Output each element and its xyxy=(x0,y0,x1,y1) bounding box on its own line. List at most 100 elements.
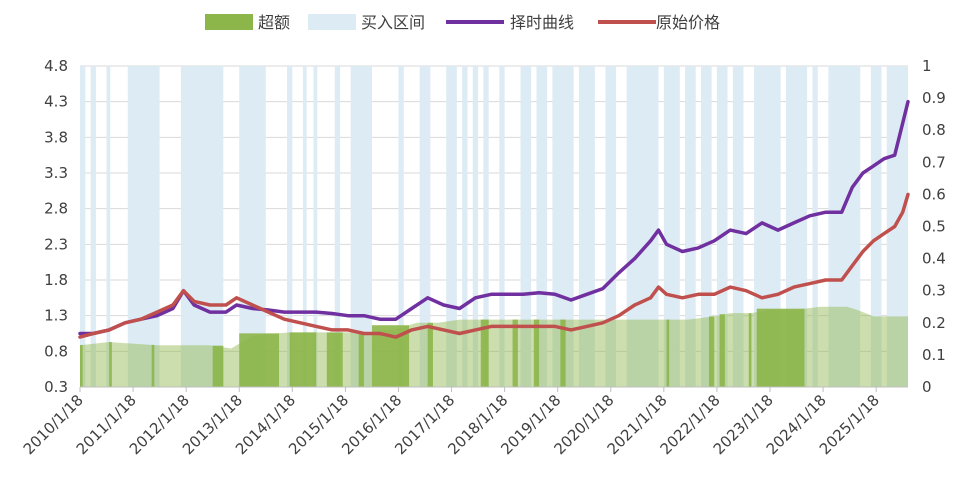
legend-label-0: 超额 xyxy=(258,13,290,32)
series-0-point-34 xyxy=(601,287,605,290)
series-0-point-56 xyxy=(901,121,905,125)
buy-zone-19 xyxy=(536,66,548,387)
buy-zone-28 xyxy=(732,66,744,387)
series-0-point-29 xyxy=(521,292,525,296)
series-1-point-40 xyxy=(681,296,684,300)
series-0-point-55 xyxy=(893,153,897,157)
series-0-point-49 xyxy=(824,210,828,214)
buy-zone-23 xyxy=(626,66,659,387)
y-right-tick-label: 0.5 xyxy=(922,218,946,236)
series-1-point-8 xyxy=(192,300,196,303)
buy-zone-15 xyxy=(472,66,479,387)
series-lines xyxy=(78,99,910,339)
series-0-point-54 xyxy=(882,157,886,161)
series-0-point-44 xyxy=(744,232,748,236)
excess-highlight-10 xyxy=(480,319,489,387)
excess-area-fill xyxy=(80,306,908,387)
series-1-point-22 xyxy=(410,328,414,332)
excess-highlight-12 xyxy=(533,319,540,387)
series-1-point-17 xyxy=(330,328,334,332)
series-1-point-42 xyxy=(712,292,716,296)
series-1-point-46 xyxy=(776,292,780,296)
series-1-point-37 xyxy=(649,296,652,300)
series-1-point-10 xyxy=(224,303,228,307)
series-0-point-24 xyxy=(442,303,445,307)
series-1-point-54 xyxy=(882,232,886,236)
series-0-point-26 xyxy=(474,296,477,300)
buy-zone-3 xyxy=(127,66,160,387)
series-0-point-50 xyxy=(840,210,844,214)
series-1-point-55 xyxy=(893,225,897,228)
series-1-point-24 xyxy=(442,328,445,332)
excess-highlight-17 xyxy=(748,313,752,387)
y-right-tick-label: 0.2 xyxy=(922,314,946,332)
y-left-tick-label: 1.3 xyxy=(44,307,68,325)
series-0-point-53 xyxy=(872,164,875,168)
series-1-point-0 xyxy=(78,335,82,339)
buy-zone-2 xyxy=(106,66,111,387)
series-line-0 xyxy=(78,99,910,336)
series-0-point-57 xyxy=(906,100,910,104)
buy-zone-4 xyxy=(180,66,224,387)
series-1-point-14 xyxy=(282,317,286,321)
series-0-point-8 xyxy=(192,303,196,307)
series-1-point-56 xyxy=(901,210,905,214)
legend-label-1: 买入区间 xyxy=(361,13,425,32)
series-0-point-9 xyxy=(208,310,212,314)
y-right-tick-label: 1 xyxy=(922,57,932,75)
excess-highlight-1 xyxy=(109,342,112,387)
buy-zone-9 xyxy=(334,66,341,387)
series-0-point-25 xyxy=(458,307,461,310)
y-left-tick-label: 3.8 xyxy=(44,128,68,146)
series-0-point-20 xyxy=(378,317,382,321)
excess-highlight-11 xyxy=(512,319,518,387)
y-left-tick-label: 3.3 xyxy=(44,164,68,182)
series-1-point-6 xyxy=(171,303,175,307)
series-1-point-43 xyxy=(728,285,732,289)
series-0-point-12 xyxy=(251,307,254,310)
series-1-point-2 xyxy=(107,328,111,332)
y-right-tick-label: 0.4 xyxy=(922,250,946,268)
series-0-point-31 xyxy=(553,292,557,296)
series-1-point-25 xyxy=(458,332,461,335)
series-0-point-16 xyxy=(314,310,318,314)
series-1-point-33 xyxy=(585,325,589,328)
series-0-point-19 xyxy=(362,314,366,318)
series-0-point-45 xyxy=(760,221,764,225)
y-left-tick-label: 2.8 xyxy=(44,200,68,218)
buy-zone-27 xyxy=(716,66,728,387)
buy-zone-31 xyxy=(812,66,818,387)
buy-zone-8 xyxy=(313,66,318,387)
series-1-point-19 xyxy=(362,332,366,335)
series-1-point-47 xyxy=(792,285,796,289)
series-0-point-21 xyxy=(394,317,398,321)
y-left-tick-label: 2.3 xyxy=(44,235,68,253)
buy-zone-32 xyxy=(828,66,861,387)
buy-zone-18 xyxy=(520,66,532,387)
buy-zone-26 xyxy=(701,66,712,387)
series-1-point-4 xyxy=(139,317,143,321)
excess-highlight-3 xyxy=(212,345,224,387)
legend-swatch-0 xyxy=(205,14,253,30)
series-0-point-32 xyxy=(569,298,573,302)
y-right-tick-label: 0.8 xyxy=(922,121,946,139)
series-0-point-48 xyxy=(808,214,812,218)
series-1-point-9 xyxy=(208,303,212,307)
series-1-point-45 xyxy=(760,296,764,300)
excess-highlight-14 xyxy=(666,319,670,387)
buy-zone-7 xyxy=(302,66,307,387)
series-1-point-49 xyxy=(824,278,828,282)
buy-zone-11 xyxy=(398,66,404,387)
series-0-point-42 xyxy=(712,239,716,243)
buy-zone-25 xyxy=(685,66,696,387)
series-0-point-47 xyxy=(792,221,796,225)
series-0-point-39 xyxy=(665,242,668,246)
series-1-point-11 xyxy=(235,296,239,300)
series-1-point-38 xyxy=(657,285,660,289)
series-0-point-46 xyxy=(776,228,780,232)
legend-label-2: 择时曲线 xyxy=(510,13,574,32)
y-left-tick-label: 0.8 xyxy=(44,342,68,360)
y-left-tick-label: 4.3 xyxy=(44,93,68,111)
buy-zone-17 xyxy=(499,66,505,387)
series-1-point-13 xyxy=(267,310,270,314)
